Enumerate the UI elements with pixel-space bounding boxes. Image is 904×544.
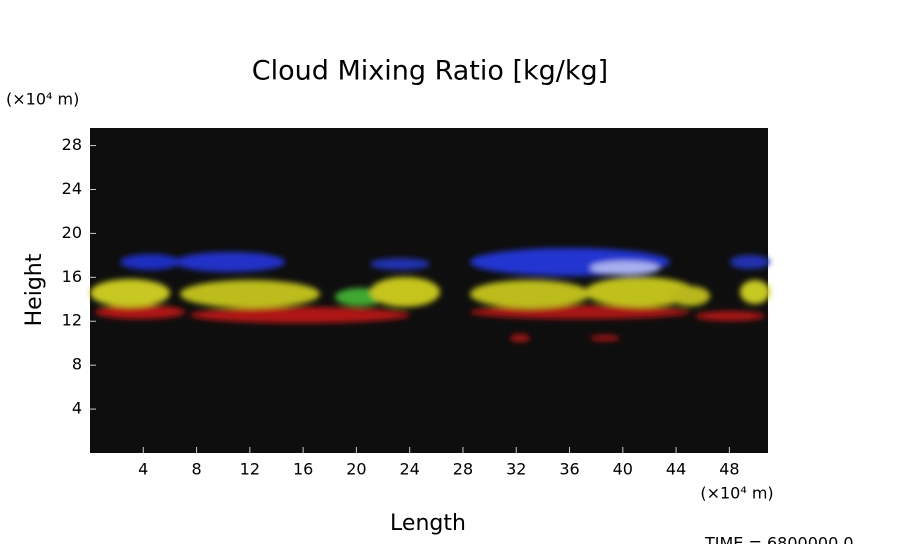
x-tick-label: 24 <box>400 460 420 479</box>
x-tick-label: 12 <box>240 460 260 479</box>
x-tick-label: 4 <box>138 460 148 479</box>
x-unit: (×10⁴ m) <box>700 484 773 503</box>
x-tick-label: 8 <box>191 460 201 479</box>
y-tick-label: 28 <box>62 135 82 154</box>
x-tick-label: 32 <box>506 460 526 479</box>
y-tick-label: 4 <box>72 399 82 418</box>
x-tick-label: 40 <box>613 460 633 479</box>
x-tick-label: 28 <box>453 460 473 479</box>
x-axis-label: Length <box>390 511 466 536</box>
chart-title: Cloud Mixing Ratio [kg/kg] <box>252 56 608 87</box>
y-axis-label: Height <box>22 253 47 326</box>
x-tick-label: 36 <box>559 460 579 479</box>
y-tick-label: 16 <box>62 267 82 286</box>
x-tick-label: 20 <box>346 460 366 479</box>
y-unit: (×10⁴ m) <box>6 90 79 109</box>
y-tick-label: 20 <box>62 223 82 242</box>
time-annotation: TIME = 6800000.0 <box>704 534 854 544</box>
y-tick-label: 12 <box>62 311 82 330</box>
y-tick-label: 24 <box>62 179 82 198</box>
y-tick-label: 8 <box>72 355 82 374</box>
x-tick-label: 44 <box>666 460 686 479</box>
x-tick-label: 48 <box>719 460 739 479</box>
cloud-field <box>90 248 770 342</box>
x-tick-label: 16 <box>293 460 313 479</box>
